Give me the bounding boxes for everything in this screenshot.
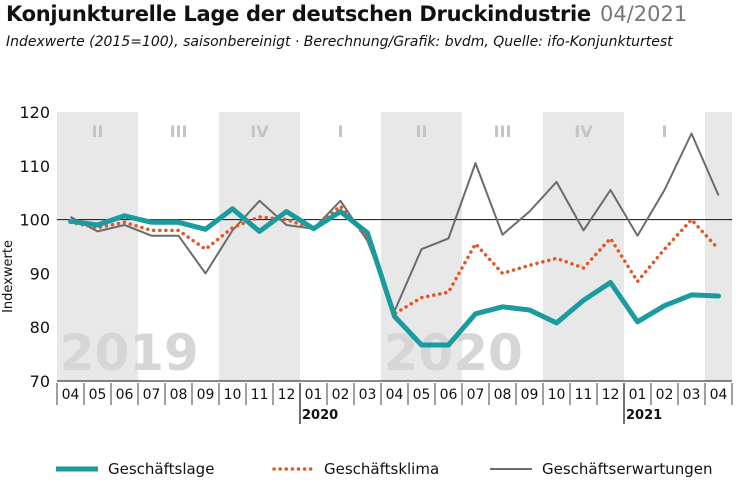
quarter-label: II bbox=[92, 122, 104, 141]
legend-label-geschaeftserwartungen: Geschäftserwartungen bbox=[542, 460, 713, 478]
x-year-label: 2020 bbox=[302, 408, 338, 423]
legend-label-geschaeftslage: Geschäftslage bbox=[108, 460, 215, 478]
title-row: Konjunkturelle Lage der deutschen Drucki… bbox=[6, 2, 687, 26]
quarter-label: III bbox=[494, 122, 512, 141]
quarter-band bbox=[57, 112, 138, 381]
quarter-band bbox=[219, 112, 300, 381]
y-tick-label: 100 bbox=[19, 211, 50, 230]
x-tick-label: 04 bbox=[62, 387, 80, 403]
y-tick-label: 90 bbox=[30, 264, 50, 283]
series-line-geschäftslage bbox=[68, 206, 721, 348]
x-tick-label: 04 bbox=[386, 387, 404, 403]
legend-item-geschaeftslage: Geschäftslage bbox=[56, 460, 214, 478]
x-tick-label: 03 bbox=[683, 387, 701, 403]
x-tick-label: 06 bbox=[116, 387, 134, 403]
x-tick-label: 07 bbox=[467, 387, 485, 403]
legend-item-geschaeftsklima: Geschäftsklima bbox=[272, 460, 439, 478]
x-tick-label: 01 bbox=[629, 387, 647, 403]
quarter-band bbox=[381, 112, 462, 381]
x-tick-label: 05 bbox=[89, 387, 107, 403]
chart-subtitle: Indexwerte (2015=100), saisonbereinigt ·… bbox=[6, 34, 673, 50]
x-tick-label: 04 bbox=[710, 387, 728, 403]
x-tick-label: 02 bbox=[332, 387, 350, 403]
x-tick-label: 02 bbox=[656, 387, 674, 403]
chart-title: Konjunkturelle Lage der deutschen Drucki… bbox=[6, 2, 591, 26]
legend-swatch-geschaeftslage bbox=[56, 466, 98, 472]
quarter-label: I bbox=[662, 122, 668, 141]
y-tick-label: 70 bbox=[30, 372, 50, 391]
x-tick-label: 03 bbox=[359, 387, 377, 403]
y-axis-label: Indexwerte bbox=[1, 240, 16, 313]
quarter-label: II bbox=[416, 122, 428, 141]
x-tick-label: 09 bbox=[521, 387, 539, 403]
x-tick-label: 08 bbox=[494, 387, 512, 403]
x-tick-label: 05 bbox=[413, 387, 431, 403]
year-watermark: 2020 bbox=[384, 324, 523, 382]
x-tick-label: 12 bbox=[602, 387, 620, 403]
quarter-band bbox=[705, 112, 732, 381]
x-tick-label: 06 bbox=[440, 387, 458, 403]
legend-label-geschaeftsklima: Geschäftsklima bbox=[324, 460, 440, 478]
year-watermark: 2019 bbox=[60, 324, 199, 382]
quarter-band bbox=[543, 112, 624, 381]
x-tick-label: 10 bbox=[548, 387, 566, 403]
x-tick-label: 12 bbox=[278, 387, 296, 403]
x-tick-label: 07 bbox=[143, 387, 161, 403]
x-tick-label: 09 bbox=[197, 387, 215, 403]
quarter-label: I bbox=[338, 122, 344, 141]
x-year-label: 2021 bbox=[626, 408, 662, 423]
chart-date: 04/2021 bbox=[599, 2, 688, 26]
legend-swatch-geschaeftserwartungen bbox=[490, 468, 532, 470]
x-tick-label: 08 bbox=[170, 387, 188, 403]
y-tick-label: 110 bbox=[19, 157, 50, 176]
x-tick-label: 10 bbox=[224, 387, 242, 403]
quarter-label: IV bbox=[250, 122, 269, 141]
quarter-label: III bbox=[170, 122, 188, 141]
legend: Geschäftslage Geschäftsklima Geschäftser… bbox=[0, 452, 750, 492]
y-tick-label: 120 bbox=[19, 103, 50, 122]
y-tick-label: 80 bbox=[30, 318, 50, 337]
legend-item-geschaeftserwartungen: Geschäftserwartungen bbox=[490, 460, 713, 478]
x-tick-label: 11 bbox=[251, 387, 269, 403]
legend-swatch-geschaeftsklima bbox=[272, 467, 314, 471]
x-tick-label: 01 bbox=[305, 387, 323, 403]
x-tick-label: 11 bbox=[575, 387, 593, 403]
quarter-label: IV bbox=[574, 122, 593, 141]
